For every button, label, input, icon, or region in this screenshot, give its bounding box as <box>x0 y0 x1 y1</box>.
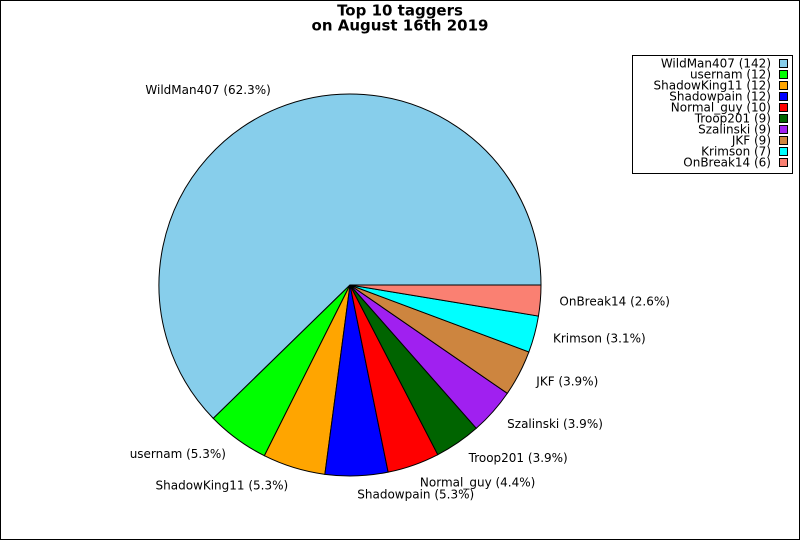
legend-swatch <box>779 103 788 112</box>
slice-label: OnBreak14 (2.6%) <box>559 295 670 309</box>
slice-label: WildMan407 (62.3%) <box>145 83 270 97</box>
legend-label: Krimson (7) <box>701 145 771 159</box>
legend-swatch <box>779 81 788 90</box>
legend-swatch <box>779 70 788 79</box>
slice-label: Normal_guy (4.4%) <box>420 476 535 490</box>
legend-label: Normal_guy (10) <box>671 101 771 115</box>
slice-label: Krimson (3.1%) <box>553 332 646 346</box>
legend-label: JKF (9) <box>731 134 771 148</box>
pie-slice <box>349 284 542 317</box>
legend-label: Shadowpain (12) <box>669 90 771 104</box>
legend-label: ShadowKing11 (12) <box>654 79 772 93</box>
legend-swatch <box>779 59 788 68</box>
legend-label: Troop201 (9) <box>694 112 771 126</box>
chart-subtitle: on August 16th 2019 <box>312 17 489 35</box>
slice-label: usernam (5.3%) <box>130 447 226 461</box>
legend-swatch <box>779 136 788 145</box>
chart-title: Top 10 taggers <box>337 2 463 20</box>
legend-label: Szalinski (9) <box>698 123 771 137</box>
legend-swatch <box>779 147 788 156</box>
slice-label: JKF (3.9%) <box>535 375 598 389</box>
slice-label: Szalinski (3.9%) <box>507 417 603 431</box>
legend-swatch <box>779 125 788 134</box>
legend-swatch <box>779 158 788 167</box>
slice-label: Shadowpain (5.3%) <box>357 487 474 501</box>
legend-label: usernam (12) <box>690 68 771 82</box>
pie-slice <box>158 93 542 420</box>
slice-label: ShadowKing11 (5.3%) <box>156 478 289 492</box>
legend-label: WildMan407 (142) <box>661 57 771 71</box>
legend-box <box>632 55 793 174</box>
slice-label: Troop201 (3.9%) <box>468 451 568 465</box>
legend-swatch <box>779 114 788 123</box>
legend-swatch <box>779 92 788 101</box>
legend-label: OnBreak14 (6) <box>683 156 771 170</box>
